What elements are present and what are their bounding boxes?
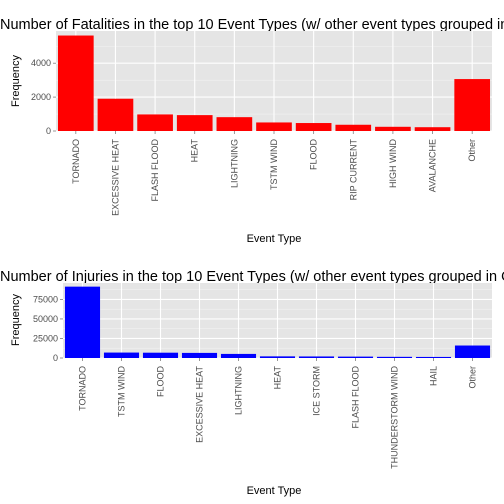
- injuries-chart: Number of Injuries in the top 10 Event T…: [0, 269, 504, 497]
- bar: [454, 79, 491, 131]
- bar: [176, 115, 213, 131]
- x-tick-label: LIGHTNING: [234, 366, 244, 415]
- bar: [414, 127, 451, 131]
- x-tick-label: TSTM WIND: [269, 139, 279, 190]
- bars: [57, 35, 491, 132]
- x-tick-label: THUNDERSTORM WIND: [390, 366, 400, 469]
- y-axis: 0 2000 4000: [31, 58, 56, 136]
- chart-title: Number of Fatalities in the top 10 Event…: [0, 17, 504, 33]
- x-tick-label: HAIL: [429, 366, 439, 386]
- x-tick-label: FLOOD: [309, 139, 319, 171]
- x-tick-label: FLOOD: [156, 366, 166, 398]
- bar: [216, 117, 253, 131]
- x-tick-label: Other: [468, 366, 478, 389]
- x-tick-label: TORNADO: [71, 139, 81, 184]
- bar: [142, 352, 179, 358]
- y-tick-label: 25000: [33, 333, 58, 343]
- bars: [64, 286, 491, 358]
- x-tick-label: HIGH WIND: [388, 139, 398, 188]
- x-tick-label: LIGHTNING: [229, 139, 239, 188]
- bar: [97, 98, 134, 131]
- bar: [256, 122, 292, 131]
- x-tick-label: RIP CURRENT: [348, 139, 358, 201]
- bar: [298, 356, 335, 358]
- x-tick-label: FLASH FLOOD: [351, 366, 361, 429]
- y-tick-label: 50000: [33, 314, 58, 324]
- x-tick-label: FLASH FLOOD: [150, 139, 160, 202]
- bar: [337, 356, 374, 358]
- x-tick-label: HEAT: [190, 139, 200, 163]
- bar: [220, 353, 257, 358]
- bar: [454, 345, 491, 358]
- bar: [375, 126, 411, 131]
- y-tick-label: 75000: [33, 294, 58, 304]
- x-axis-title: Event Type: [247, 485, 302, 497]
- bar: [137, 114, 173, 131]
- y-tick-label: 0: [53, 353, 58, 363]
- chart-title: Number of Injuries in the top 10 Event T…: [0, 269, 504, 285]
- bar: [259, 356, 296, 358]
- bar: [57, 35, 94, 132]
- x-tick-label: ICE STORM: [312, 366, 322, 416]
- x-axis: TORNADO EXCESSIVE HEAT FLASH FLOOD HEAT LIGH…: [71, 131, 477, 216]
- x-tick-label: HEAT: [273, 366, 283, 390]
- bar: [295, 123, 332, 131]
- x-tick-label: TSTM WIND: [117, 366, 127, 417]
- fatalities-chart: Number of Fatalities in the top 10 Event…: [0, 17, 504, 245]
- bar: [64, 286, 101, 358]
- x-tick-label: EXCESSIVE HEAT: [195, 366, 205, 443]
- bar: [415, 356, 452, 358]
- y-axis: 0 25000 50000 75000: [33, 294, 63, 363]
- y-tick-label: 4000: [31, 58, 51, 68]
- y-tick-label: 0: [46, 126, 51, 136]
- x-axis: TORNADO TSTM WIND FLOOD EXCESSIVE HEAT LIGHT…: [78, 358, 478, 469]
- y-axis-title: Frequency: [10, 294, 22, 346]
- y-tick-label: 2000: [31, 92, 51, 102]
- x-axis-title: Event Type: [247, 233, 302, 245]
- x-tick-label: AVALANCHE: [428, 139, 438, 192]
- bar: [335, 124, 372, 131]
- bar: [376, 356, 413, 358]
- bar: [103, 352, 140, 358]
- grid: [56, 31, 492, 132]
- x-tick-label: TORNADO: [78, 366, 88, 411]
- x-tick-label: Other: [467, 139, 477, 162]
- bar: [181, 352, 218, 358]
- y-axis-title: Frequency: [10, 55, 22, 107]
- x-tick-label: EXCESSIVE HEAT: [110, 139, 120, 216]
